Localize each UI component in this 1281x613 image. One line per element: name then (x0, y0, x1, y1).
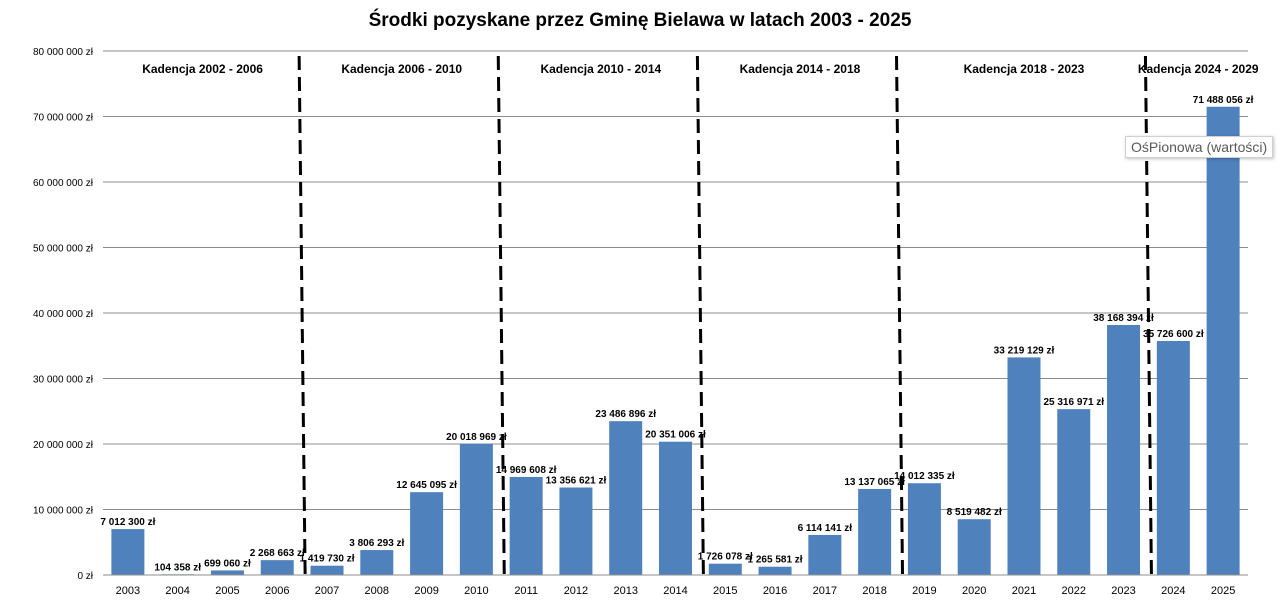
term-annotation: Kadencja 2018 - 2023 (964, 62, 1085, 76)
data-label: 14 969 608 zł (496, 465, 557, 476)
x-tick-label: 2015 (713, 585, 737, 597)
bar (808, 534, 842, 575)
bar (957, 519, 991, 575)
bars (111, 106, 1240, 575)
gridlines (103, 50, 1248, 510)
data-label: 1 726 078 zł (698, 552, 753, 563)
x-tick-label: 2022 (1062, 585, 1086, 597)
data-label: 6 114 141 zł (798, 523, 853, 534)
x-axis-tick-labels: 2003 2004 2005 2006 2007 2008 2009 2010 2011 2012… (116, 585, 1236, 597)
term-divider (695, 55, 705, 576)
bar (210, 570, 244, 575)
bar (410, 492, 444, 575)
data-label: 33 219 129 zł (994, 345, 1055, 356)
x-tick-label: 2012 (564, 585, 588, 597)
x-tick-label: 2010 (464, 585, 488, 597)
chart-title: Środki pozyskane przez Gminę Bielawa w l… (369, 9, 912, 31)
bar (360, 550, 394, 575)
term-annotation: Kadencja 2010 - 2014 (540, 62, 661, 76)
x-tick-label: 2007 (315, 585, 339, 597)
y-tick-label: 30 000 000 zł (33, 375, 94, 386)
y-tick-label: 50 000 000 zł (33, 244, 94, 255)
y-tick-label: 70 000 000 zł (33, 113, 94, 124)
bar (1007, 357, 1041, 575)
data-label: 20 018 969 zł (446, 432, 507, 443)
data-label: 35 726 600 zł (1143, 329, 1204, 340)
bar (659, 441, 692, 575)
bar (1206, 106, 1240, 575)
y-tick-label: 80 000 000 zł (33, 47, 94, 58)
bar (260, 560, 294, 575)
bar (509, 476, 543, 575)
y-tick-label: 20 000 000 zł (33, 440, 94, 451)
bar (1057, 409, 1091, 575)
data-label: 25 316 971 zł (1043, 397, 1104, 408)
bar (1156, 340, 1190, 575)
x-tick-label: 2003 (116, 585, 140, 597)
y-tick-label: 40 000 000 zł (33, 309, 94, 320)
data-label: 104 358 zł (154, 562, 201, 573)
x-tick-label: 2023 (1111, 585, 1135, 597)
data-label: 23 486 896 zł (595, 409, 656, 420)
x-tick-label: 2005 (215, 585, 239, 597)
data-label: 13 356 621 zł (546, 476, 607, 487)
data-label: 3 806 293 zł (349, 538, 404, 549)
data-label: 699 060 zł (204, 558, 251, 569)
x-tick-label: 2019 (912, 585, 936, 597)
y-tick-label: 10 000 000 zł (33, 506, 94, 517)
term-divider (496, 55, 506, 576)
y-tick-label: 60 000 000 zł (33, 178, 94, 189)
x-tick-label: 2009 (414, 585, 438, 597)
x-tick-label: 2004 (165, 585, 189, 597)
x-tick-label: 2021 (1012, 585, 1036, 597)
x-tick-label: 2016 (763, 585, 787, 597)
bar (609, 421, 643, 575)
y-tick-label: 0 zł (77, 571, 93, 582)
x-tick-label: 2020 (962, 585, 986, 597)
bar (1107, 324, 1141, 575)
data-label: 38 168 394 zł (1093, 313, 1154, 324)
bar (559, 487, 593, 575)
data-label: 13 137 065 zł (844, 477, 905, 488)
x-tick-label: 2014 (663, 585, 687, 597)
term-annotation: Kadencja 2014 - 2018 (740, 62, 861, 76)
term-annotation: Kadencja 2002 - 2006 (142, 62, 263, 76)
term-annotation: Kadencja 2006 - 2010 (341, 62, 462, 76)
data-label: 1 419 730 zł (299, 554, 354, 565)
bar (310, 565, 344, 575)
data-label: 14 012 335 zł (894, 471, 955, 482)
x-tick-label: 2013 (613, 585, 637, 597)
x-tick-label: 2025 (1211, 585, 1235, 597)
x-tick-label: 2018 (862, 585, 886, 597)
data-label: 8 519 482 zł (947, 507, 1002, 518)
x-tick-label: 2008 (365, 585, 389, 597)
bar (708, 563, 742, 575)
term-divider (297, 55, 307, 576)
x-tick-label: 2017 (813, 585, 837, 597)
bar (758, 566, 792, 575)
data-label: 20 351 006 zł (645, 430, 706, 441)
bar (459, 443, 493, 575)
y-axis-tick-labels: 0 zł 10 000 000 zł 20 000 000 zł 30 000 000… (33, 47, 94, 582)
data-label: 71 488 056 zł (1193, 95, 1254, 106)
term-annotations: Kadencja 2002 - 2006 Kadencja 2006 - 2010… (142, 62, 1259, 76)
term-annotation: Kadencja 2024 - 2029 (1138, 62, 1259, 76)
bar (907, 483, 941, 575)
term-divider (895, 55, 905, 576)
data-label: 12 645 095 zł (396, 480, 457, 491)
x-tick-label: 2024 (1161, 585, 1185, 597)
x-tick-label: 2011 (514, 585, 538, 597)
bar (111, 529, 145, 575)
axis-tooltip: OśPionowa (wartości) (1125, 136, 1274, 158)
bar (858, 488, 892, 575)
data-labels: 7 012 300 zł 104 358 zł 699 060 zł2 268 66… (100, 95, 1253, 574)
data-label: 2 268 663 zł (250, 548, 305, 559)
data-label: 1 265 581 zł (748, 555, 803, 566)
x-tick-label: 2006 (265, 585, 289, 597)
data-label: 7 012 300 zł (100, 517, 155, 528)
